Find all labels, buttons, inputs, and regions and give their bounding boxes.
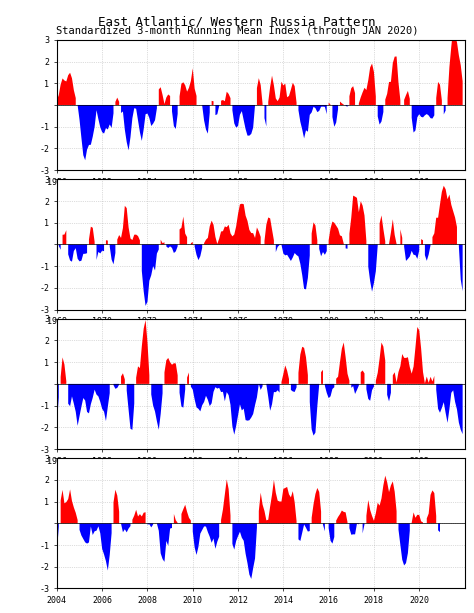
Text: East Atlantic/ Western Russia Pattern: East Atlantic/ Western Russia Pattern <box>98 15 376 28</box>
Text: Standardized 3-month Running Mean Index (through JAN 2020): Standardized 3-month Running Mean Index … <box>56 26 418 36</box>
